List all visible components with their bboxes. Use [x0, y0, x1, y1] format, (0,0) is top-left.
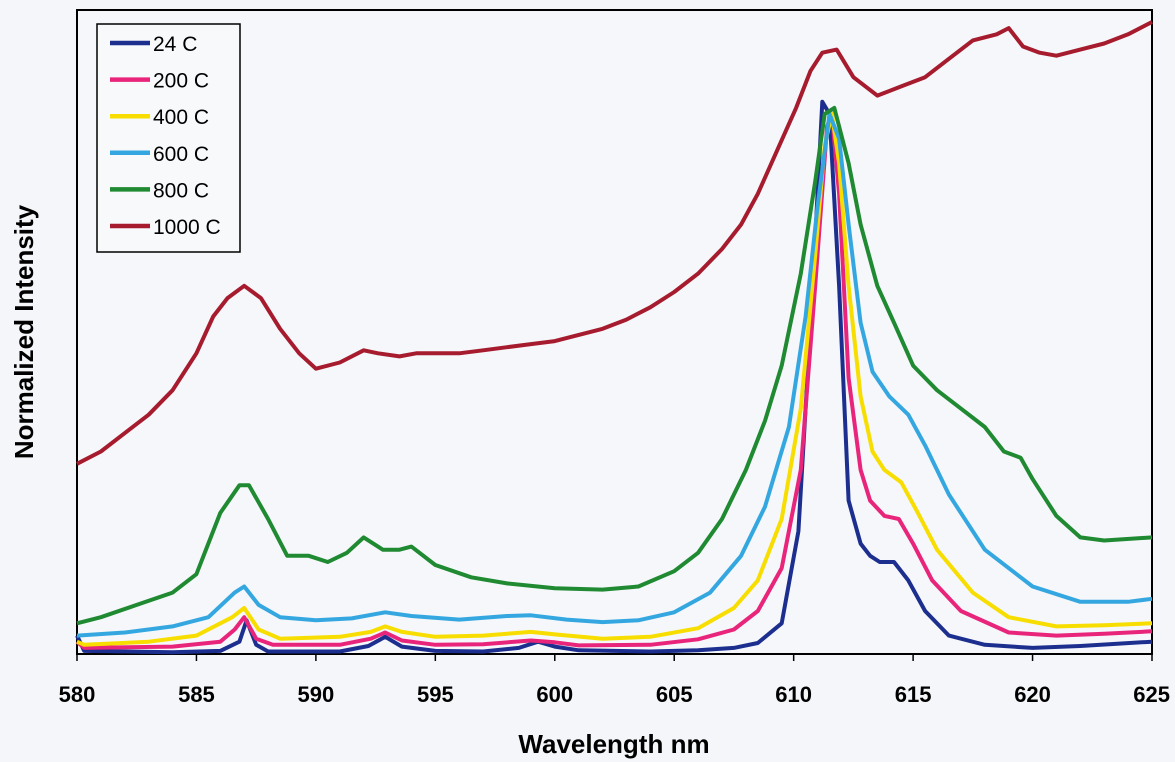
- x-tick-label: 620: [1014, 682, 1051, 707]
- legend-label: 1000 C: [153, 216, 221, 239]
- x-tick-label: 625: [1133, 682, 1170, 707]
- x-tick-label: 610: [775, 682, 812, 707]
- x-tick-label: 595: [417, 682, 454, 707]
- plot-area: [76, 9, 1153, 655]
- x-tick-label: 585: [178, 682, 215, 707]
- x-tick-label: 590: [298, 682, 335, 707]
- x-tick-label: 580: [59, 682, 96, 707]
- legend: 24 C 200 C 400 C 600 C 800 C 1000 C: [96, 23, 241, 253]
- series-line-1000-c: [76, 20, 1153, 466]
- x-tick-label: 605: [656, 682, 693, 707]
- legend-label: 400 C: [153, 106, 209, 129]
- legend-label: 800 C: [153, 179, 209, 202]
- x-tick-label: 615: [895, 682, 932, 707]
- series-line-800-c: [76, 105, 1153, 626]
- legend-label: 24 C: [153, 33, 197, 56]
- series-line-24-c: [75, 99, 1153, 655]
- series-line-200-c: [75, 112, 1153, 650]
- legend-label: 600 C: [153, 143, 209, 166]
- series-line-600-c: [76, 112, 1153, 638]
- x-axis: 580 585 590 595 600 605 610 615 620 625: [59, 654, 1170, 707]
- series-layer: [75, 20, 1153, 655]
- legend-label: 200 C: [153, 70, 209, 93]
- legend-box: [96, 23, 241, 253]
- y-axis-title: Normalized Intensity: [9, 204, 39, 459]
- series-line-400-c: [76, 112, 1153, 647]
- x-axis-title: Wavelength nm: [518, 729, 709, 759]
- x-tick-label: 600: [536, 682, 573, 707]
